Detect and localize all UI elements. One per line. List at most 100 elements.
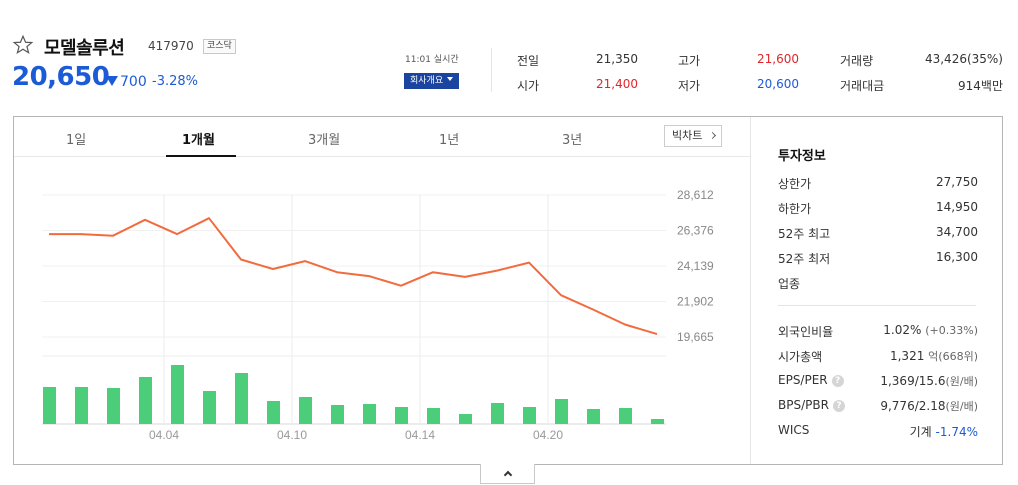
tab-1-year[interactable]: 1년 [439,133,460,148]
info-value: 27,750 [936,175,978,189]
volume-bar [299,397,312,424]
volume-bar [203,391,216,424]
big-chart-button[interactable]: 빅차트 [664,125,722,147]
realtime-label: 11:01 실시간 [405,55,459,65]
stock-code: 417970 [148,39,194,53]
favorite-star-icon[interactable] [12,34,34,56]
info-row-bps-pbr: BPS/PBR? 9,776/2.18(원/배) [778,398,978,414]
chart-panel: 1일 1개월 3개월 1년 3년 빅차트 28,612 26,376 24,139 2… [13,116,1003,465]
volume-bar [619,408,632,424]
investment-info-title: 투자정보 [778,149,826,164]
eps-per-unit: (원/배) [945,375,978,388]
info-value: 9,776/2.18(원/배) [880,398,978,414]
info-label: 상한가 [778,177,812,191]
big-chart-label: 빅차트 [672,129,703,142]
quote-label-trade-value: 거래대금 [840,79,885,93]
info-row-lower-limit: 하한가 14,950 [778,200,978,216]
x-tick-label: 04.04 [149,428,179,442]
info-label: 업종 [778,277,801,291]
info-row-52w-high: 52주 최고 34,700 [778,225,978,241]
y-tick-label: 28,612 [677,188,714,202]
market-cap-value: 1,321 [889,349,925,363]
collapse-button[interactable] [480,464,535,484]
quote-value-open: 21,400 [596,77,638,91]
info-value: 1.02% (+0.33%) [883,323,978,337]
price-change-value: 700 [120,74,147,90]
down-arrow-icon [106,76,118,86]
wics-sector[interactable]: 기계 [909,425,932,439]
company-overview-label: 회사개요 [410,76,444,86]
bps-pbr-value: 9,776/2.18 [880,399,946,413]
volume-bar [171,365,184,424]
price-chart: 28,612 26,376 24,139 21,902 19,665 04.04 04.10… [42,188,714,442]
info-label: 52주 최저 [778,252,831,266]
info-label: 52주 최고 [778,227,831,241]
active-tab-indicator [166,155,236,157]
info-label: WICS [778,423,810,437]
info-row-industry: 업종 [778,275,978,291]
info-row-foreign-ratio: 외국인비율 1.02% (+0.33%) [778,323,978,339]
help-icon[interactable]: ? [831,375,844,387]
volume-bar [459,414,472,424]
info-value: 14,950 [936,200,978,214]
volume-bar [491,403,504,424]
x-tick-label: 04.14 [405,428,435,442]
quote-label-high: 고가 [678,54,701,68]
change-rate: -3.28% [152,74,198,89]
info-row-wics: WICS 기계 -1.74% [778,423,978,439]
info-value: 1,369/15.6(원/배) [880,373,978,389]
current-price: 20,650 [12,62,110,92]
volume-bar [107,388,120,424]
volume-bar [267,401,280,424]
info-value: 16,300 [936,250,978,264]
quote-value-volume: 43,426(35%) [924,52,1003,66]
price-line [49,217,658,336]
info-label: 외국인비율 [778,325,834,339]
volume-bar [139,377,152,424]
volume-bar [651,419,664,424]
volume-bar [331,405,344,424]
volume-bar [75,387,88,424]
header-divider [491,48,492,92]
quote-value-prev-close: 21,350 [596,52,638,66]
eps-per-value: 1,369/15.6 [880,374,946,388]
info-label: 시가총액 [778,350,823,364]
stock-name: 모델솔루션 [44,38,125,59]
info-row-market-cap: 시가총액 1,321 억(668위) [778,348,978,364]
quote-label-open: 시가 [517,79,540,93]
quote-value-low: 20,600 [757,77,799,91]
info-value: 34,700 [936,225,978,239]
volume-bar [523,407,536,424]
y-tick-label: 26,376 [677,224,714,238]
period-tabs: 1일 1개월 3개월 1년 3년 빅차트 [14,117,750,157]
company-overview-button[interactable]: 회사개요 [404,73,460,89]
x-tick-label: 04.20 [533,428,563,442]
info-row-52w-low: 52주 최저 16,300 [778,250,978,266]
volume-bar [235,373,248,424]
x-tick-label: 04.10 [277,428,307,442]
tab-1-day[interactable]: 1일 [66,133,87,148]
foreign-ratio-change: (+0.33%) [925,324,978,337]
wics-change: -1.74% [935,425,978,439]
quote-value-high: 21,600 [757,52,799,66]
panel-divider [750,117,751,464]
eps-per-label: EPS/PER [778,373,828,387]
info-label: EPS/PER? [778,373,844,387]
price-change: 700 [106,74,147,90]
y-tick-label: 24,139 [677,259,714,273]
volume-bar [427,408,440,424]
tab-3-years[interactable]: 3년 [562,133,583,148]
tab-1-month[interactable]: 1개월 [182,133,215,148]
help-icon[interactable]: ? [832,400,845,412]
bps-pbr-label: BPS/PBR [778,398,829,412]
quote-label-low: 저가 [678,79,701,93]
info-label: BPS/PBR? [778,398,845,412]
market-cap-rank: 억(668위) [928,350,978,363]
chevron-right-icon [708,131,717,140]
volume-bar [363,404,376,424]
tab-3-months[interactable]: 3개월 [308,133,341,148]
info-row-upper-limit: 상한가 27,750 [778,175,978,191]
bps-pbr-unit: (원/배) [945,400,978,413]
quote-value-trade-value: 914백만 [958,79,1003,93]
info-divider [778,305,976,306]
